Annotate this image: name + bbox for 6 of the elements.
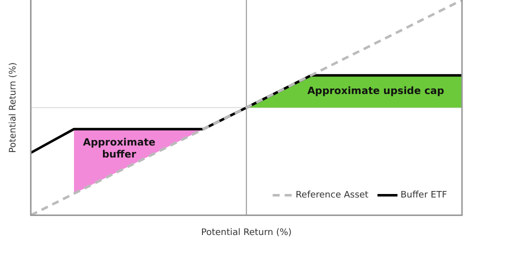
y-axis-title: Potential Return (%) <box>8 62 19 153</box>
legend-label: Reference Asset <box>296 190 369 201</box>
annotation: Approximate buffer <box>82 138 156 161</box>
annotation: Approximate upside cap <box>307 86 444 98</box>
legend-label: Buffer ETF <box>400 190 448 201</box>
x-axis-title: Potential Return (%) <box>201 228 292 238</box>
